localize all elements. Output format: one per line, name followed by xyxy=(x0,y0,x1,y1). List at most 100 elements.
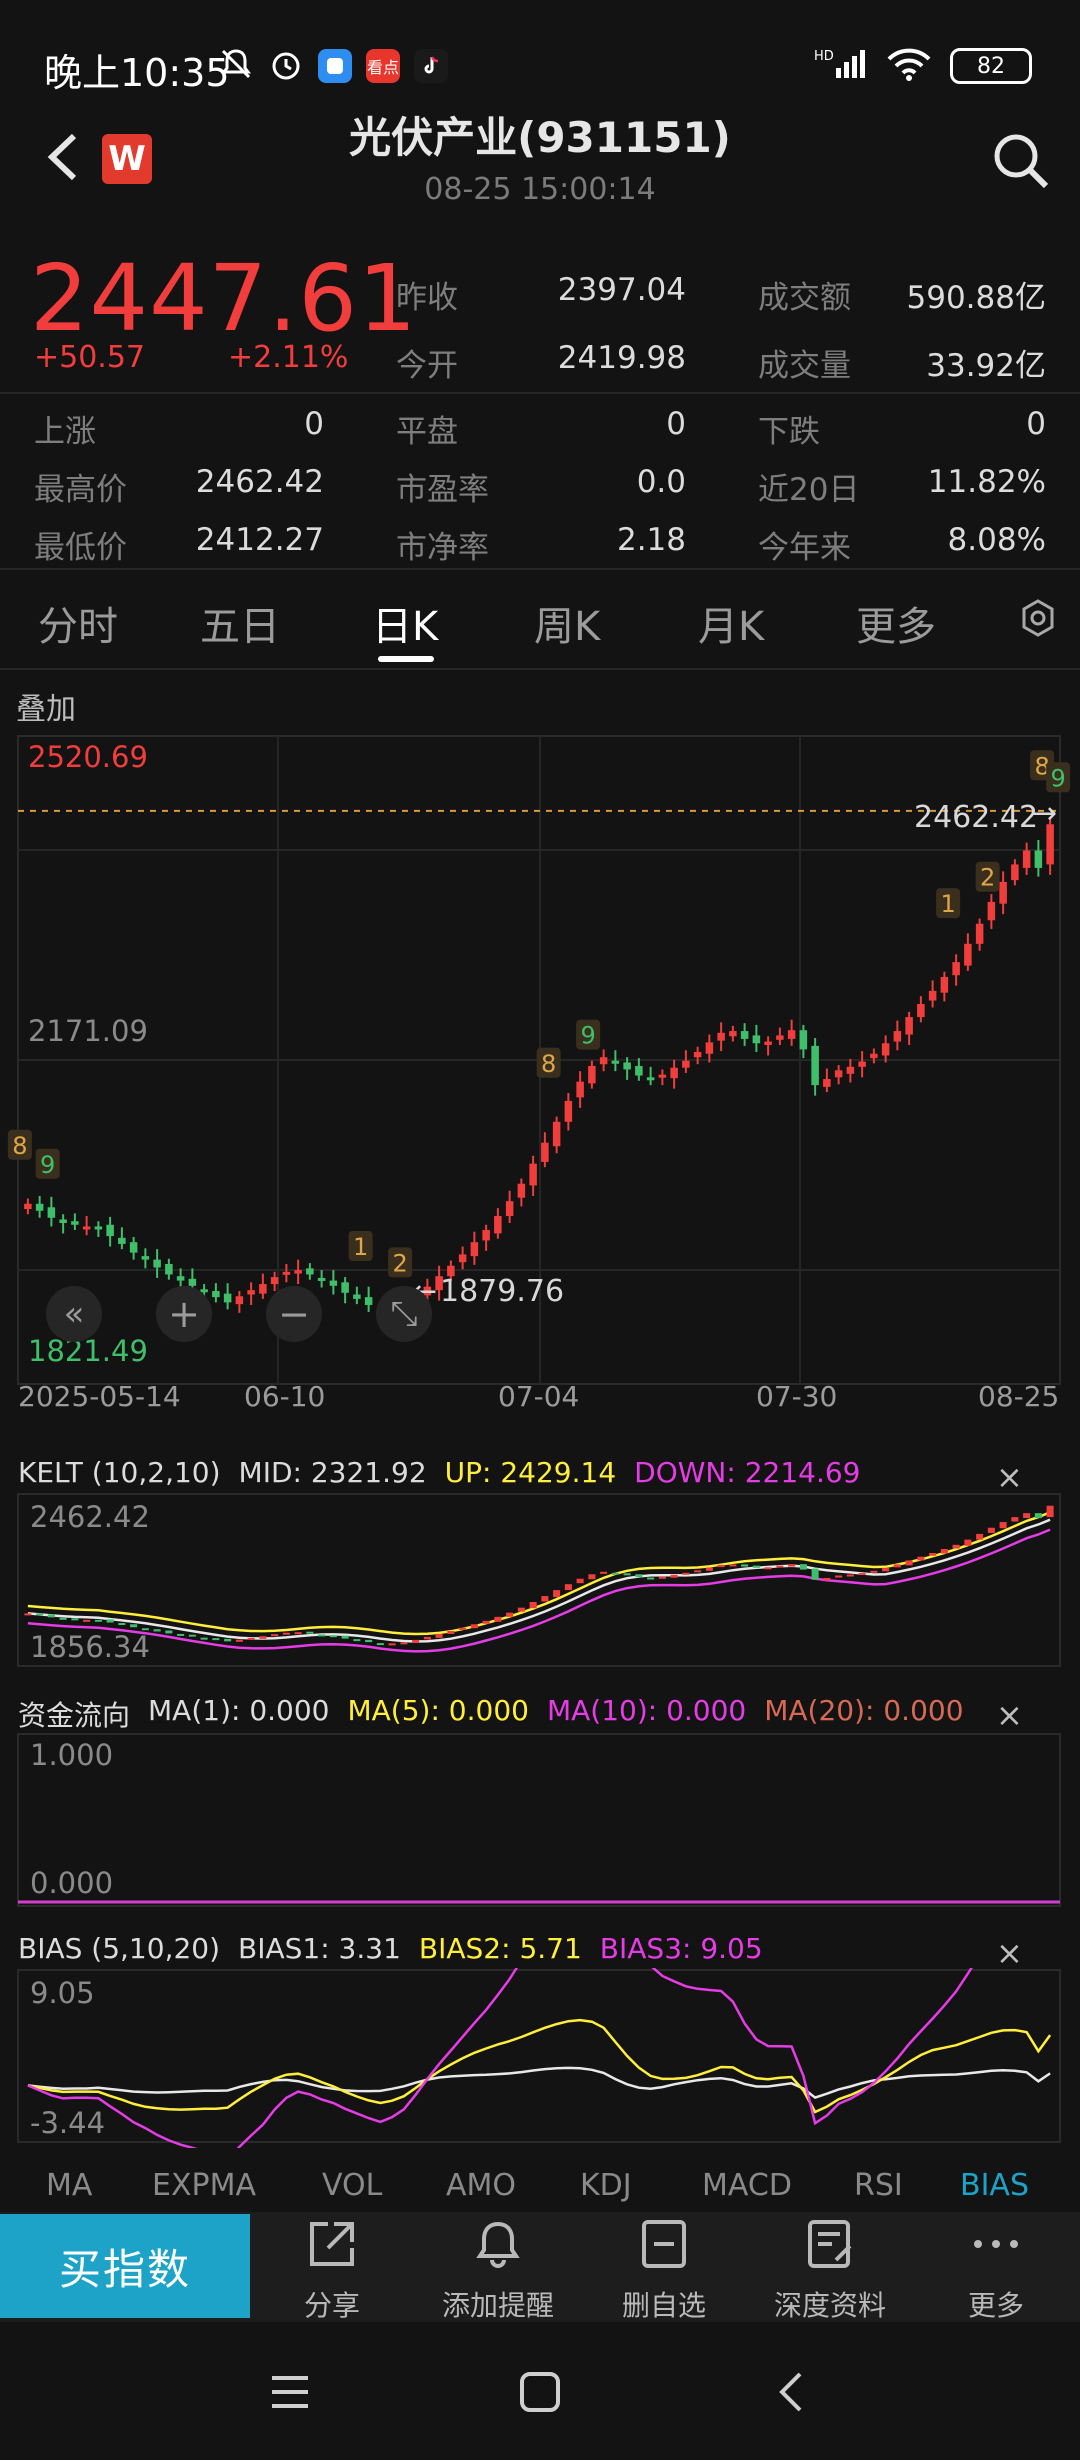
candle-body xyxy=(799,1030,808,1050)
share-button[interactable]: 分享 xyxy=(252,2216,412,2324)
indicator-tab-rsi[interactable]: RSI xyxy=(854,2168,903,2203)
kelt-candle xyxy=(729,1564,737,1567)
td-marker-box xyxy=(7,1129,32,1160)
fullscreen-button[interactable]: ⤡ xyxy=(376,1286,432,1342)
kelt-candle xyxy=(83,1619,91,1622)
status-time: 晚上10:35 xyxy=(44,51,230,95)
remove-watchlist-button[interactable]: 删自选 xyxy=(584,2216,744,2324)
td-marker-box xyxy=(1046,762,1071,793)
flat-value: 0 xyxy=(666,406,686,442)
bias2-line xyxy=(27,2018,1052,2114)
kelt-candle xyxy=(447,1630,455,1634)
indicator-tab-kdj[interactable]: KDJ xyxy=(580,2168,632,2203)
fund-flow-chart xyxy=(17,1733,1061,1907)
kelt-candle xyxy=(893,1564,901,1568)
nav-menu-button[interactable] xyxy=(268,2372,312,2416)
indicator-tab-ma[interactable]: MA xyxy=(46,2168,93,2203)
status-bar: 晚上10:35 看点 HD 82 xyxy=(0,0,1080,130)
close-bias-button[interactable]: × xyxy=(996,1934,1023,1972)
kelt-candle xyxy=(400,1642,408,1645)
chart-grid xyxy=(17,735,1061,1385)
candle-body xyxy=(693,1051,702,1058)
candle-body xyxy=(212,1291,220,1298)
kelt-candle xyxy=(318,1634,326,1637)
kelt-candle xyxy=(306,1631,314,1634)
scroll-back-button[interactable]: « xyxy=(46,1286,102,1342)
indicator-tab-amo[interactable]: AMO xyxy=(446,2168,517,2203)
deep-info-button[interactable]: 深度资料 xyxy=(750,2216,910,2324)
indicator-tab-macd[interactable]: MACD xyxy=(702,2168,792,2203)
kelt-y-top: 2462.42 xyxy=(30,1500,150,1534)
chart-settings-button[interactable] xyxy=(1018,598,1058,642)
bias3-line xyxy=(27,1968,973,2148)
kelt-y-bottom: 1856.34 xyxy=(30,1630,150,1664)
zoom-out-button[interactable]: − xyxy=(266,1286,322,1342)
nav-back-button[interactable] xyxy=(772,2370,812,2418)
kelt-candle xyxy=(94,1619,102,1622)
kelt-candle xyxy=(846,1574,854,1577)
add-alert-button[interactable]: 添加提醒 xyxy=(418,2216,578,2324)
candle-body xyxy=(823,1079,831,1087)
candle-body xyxy=(740,1031,749,1039)
tab-weekly-k[interactable]: 周K xyxy=(534,604,601,650)
kelt-candle xyxy=(870,1570,878,1573)
flow-ma5: MA(5): 0.000 xyxy=(347,1694,529,1727)
kelt-candle xyxy=(964,1539,972,1546)
d20-value: 11.82% xyxy=(927,464,1046,500)
overlay-button[interactable]: 叠加 xyxy=(16,692,76,727)
indicator-tab-expma[interactable]: EXPMA xyxy=(152,2168,257,2203)
candle-body xyxy=(329,1280,338,1286)
kelt-candle xyxy=(1011,1517,1019,1522)
close-kelt-button[interactable]: × xyxy=(996,1458,1023,1496)
bias-header[interactable]: BIAS (5,10,20) BIAS1: 3.31 BIAS2: 5.71 B… xyxy=(18,1932,763,1965)
kelt-candle xyxy=(482,1620,490,1624)
kelt-candle xyxy=(987,1527,995,1533)
tab-five-day[interactable]: 五日 xyxy=(200,604,280,650)
candle-body xyxy=(658,1074,667,1078)
menu-icon xyxy=(272,2376,308,2408)
buy-index-button[interactable]: 买指数 xyxy=(0,2214,250,2318)
kelt-candle xyxy=(282,1632,290,1635)
candle-body xyxy=(129,1242,138,1253)
td-marker-box xyxy=(576,1019,601,1050)
kelt-candle xyxy=(799,1564,807,1570)
candle-body xyxy=(905,1017,913,1035)
tab-daily-k[interactable]: 日K xyxy=(372,604,439,650)
kelt-candle xyxy=(247,1637,255,1640)
ytd-label: 今年来 xyxy=(758,530,851,566)
pb-label: 市净率 xyxy=(396,530,489,566)
kelt-candle xyxy=(165,1630,173,1634)
high-label: 最高价 xyxy=(34,472,127,508)
candle-body xyxy=(975,923,984,944)
close-icon: × xyxy=(996,1696,1023,1734)
kelt-candle xyxy=(235,1639,243,1642)
more-button[interactable]: 更多 xyxy=(916,2216,1076,2324)
price-change-percent: +2.11% xyxy=(228,340,349,375)
fund-flow-header[interactable]: 资金流向 MA(1): 0.000 MA(5): 0.000 MA(10): 0… xyxy=(18,1694,964,1734)
close-flow-button[interactable]: × xyxy=(996,1696,1023,1734)
candlestick-series xyxy=(24,819,1054,1321)
kelt-header[interactable]: KELT (10,2,10) MID: 2321.92 UP: 2429.14 … xyxy=(18,1456,861,1489)
td-marker-label: 1 xyxy=(940,890,955,918)
candle-body xyxy=(517,1183,526,1198)
tab-more[interactable]: 更多 xyxy=(856,604,936,650)
zoom-in-button[interactable]: + xyxy=(156,1286,212,1342)
td-marker-label: 2 xyxy=(980,864,995,892)
kelt-candle xyxy=(59,1617,67,1620)
kelt-candle xyxy=(517,1607,525,1612)
kelt-candle xyxy=(188,1634,196,1637)
nav-home-button[interactable] xyxy=(518,2370,562,2418)
back-button[interactable] xyxy=(44,132,84,182)
open-value: 2419.98 xyxy=(557,340,686,376)
tab-monthly-k[interactable]: 月K xyxy=(698,604,765,650)
fall-value: 0 xyxy=(1026,406,1046,442)
indicator-tab-vol[interactable]: VOL xyxy=(322,2168,383,2203)
kelt-candle xyxy=(658,1576,666,1579)
x-tick-label: 08-25 xyxy=(978,1380,1060,1413)
tab-intraday[interactable]: 分时 xyxy=(38,604,118,650)
indicator-tab-bias[interactable]: BIAS xyxy=(960,2168,1029,2203)
candle-body xyxy=(811,1045,819,1086)
bias-y-bottom: -3.44 xyxy=(30,2106,106,2140)
search-button[interactable] xyxy=(990,130,1050,190)
